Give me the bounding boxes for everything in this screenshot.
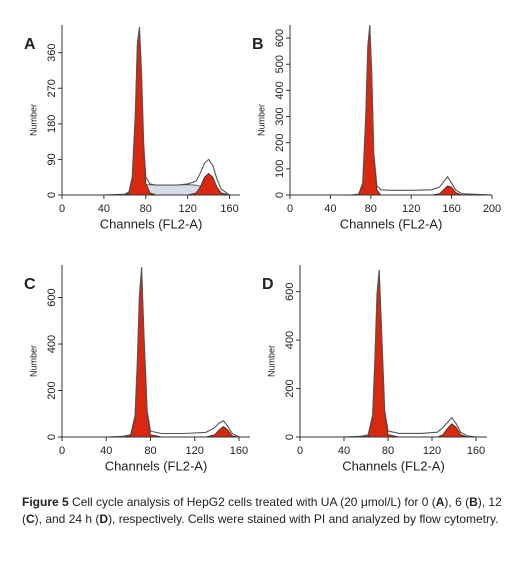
x-tick-label: 0 [59,203,65,215]
y-tick-label: 400 [274,81,286,99]
histogram-line [300,269,477,438]
histogram-line [62,267,240,438]
x-tick-label: 120 [402,203,420,215]
x-tick-label: 120 [423,445,441,457]
y-axis-label: Number [28,345,38,377]
y-tick-label: 0 [46,434,58,440]
caption-part: Figure 5 [22,495,69,509]
panel-label: A [24,36,36,53]
caption-part: B [469,495,478,509]
y-tick-label: 90 [46,153,58,165]
y-axis-label: Number [266,345,276,377]
figure: 0 40 80 120 160 0 90 180 270 360 Channels (FL2-A) N… [24,24,501,473]
x-tick-label: 120 [178,203,196,215]
x-tick-label: 80 [365,203,377,215]
y-tick-label: 500 [274,55,286,73]
histogram-line [62,26,230,196]
y-tick-label: 0 [46,192,58,198]
x-tick-label: 160 [467,445,485,457]
caption-part: ), 12 ( [22,495,502,526]
caption: Figure 5 Cell cycle analysis of HepG2 ce… [22,494,508,528]
x-axis-label: Channels (FL2-A) [342,458,445,473]
y-tick-label: 600 [46,288,58,306]
y-tick-label: 360 [46,43,58,61]
x-axis-label: Channels (FL2-A) [100,216,203,231]
y-tick-label: 270 [46,79,58,97]
y-tick-label: 200 [284,379,296,397]
histogram-fill [290,27,492,196]
x-tick-label: 80 [140,203,152,215]
y-tick-label: 180 [46,115,58,133]
y-tick-label: 400 [284,331,296,349]
caption-part: ), respectively. Cells were stained with… [108,512,499,526]
y-tick-label: 600 [284,282,296,300]
caption-part: C [26,512,35,526]
caption-part: D [99,512,109,526]
y-tick-label: 100 [274,160,286,178]
y-axis-label: Number [28,104,38,136]
caption-part: Cell cycle analysis of HepG2 cells treat… [68,495,436,509]
caption-part: ), 6 ( [444,495,470,509]
y-tick-label: 200 [274,134,286,152]
x-tick-label: 160 [220,203,238,215]
histogram-line [290,24,493,196]
x-tick-label: 80 [144,445,156,457]
x-axis-label: Channels (FL2-A) [340,216,443,231]
x-tick-label: 160 [230,445,248,457]
x-tick-label: 40 [338,445,350,457]
panel-label: B [252,36,264,53]
y-tick-label: 400 [46,335,58,353]
x-tick-label: 0 [287,203,293,215]
x-axis-label: Channels (FL2-A) [105,458,208,473]
histogram-fill [62,269,239,438]
x-tick-label: 0 [297,445,303,457]
panel-label: C [24,276,36,293]
y-tick-label: 600 [274,29,286,47]
x-tick-label: 200 [483,203,501,215]
y-axis-label: Number [256,104,266,136]
x-tick-label: 40 [324,203,336,215]
x-tick-label: 40 [98,203,110,215]
y-tick-label: 0 [284,434,296,440]
histogram-fill [300,272,476,438]
x-tick-label: 120 [186,445,204,457]
x-tick-label: 160 [442,203,460,215]
y-tick-label: 200 [46,381,58,399]
x-tick-label: 80 [382,445,394,457]
y-tick-label: 0 [274,192,286,198]
y-tick-label: 300 [274,107,286,125]
caption-part: A [435,495,445,509]
caption-part: ), and 24 h ( [34,512,100,526]
x-tick-label: 0 [59,445,65,457]
panel-label: D [262,276,274,293]
x-tick-label: 40 [100,445,112,457]
